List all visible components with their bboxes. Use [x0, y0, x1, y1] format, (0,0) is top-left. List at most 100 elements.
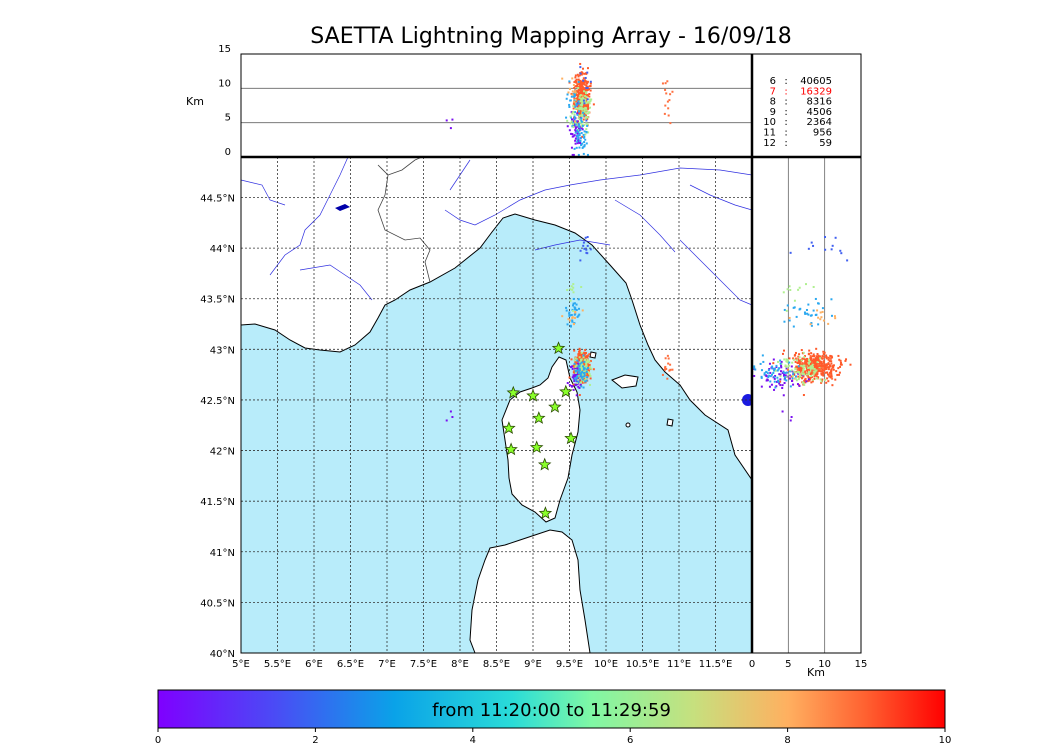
lightning-point-top [576, 138, 579, 141]
lightning-point-side [791, 374, 794, 377]
lightning-point-side [822, 350, 825, 353]
lightning-point-side [819, 360, 822, 363]
lightning-point-top [572, 92, 575, 95]
lightning-point-top [581, 82, 584, 85]
lightning-point [586, 236, 589, 239]
lightning-point-top [588, 95, 591, 98]
lightning-point [579, 379, 582, 382]
lake-1 [335, 204, 350, 211]
top-panel-y-tick-labels: 0 5 10 15 [218, 44, 231, 158]
lightning-point [581, 366, 584, 369]
lightning-point-side [772, 371, 775, 374]
lightning-point-side [831, 244, 834, 247]
lightning-point-top [589, 89, 592, 92]
lightning-point-side [826, 366, 829, 369]
lightning-point-side [795, 366, 798, 369]
lightning-point-side [804, 360, 807, 363]
lightning-point-top [578, 116, 581, 119]
map-x-tick-label: 8°E [451, 659, 469, 670]
lightning-point-top [588, 93, 591, 96]
lightning-point-side [827, 322, 830, 325]
station-number: 11 [763, 128, 776, 139]
lightning-point [579, 259, 582, 262]
lightning-point-side [830, 362, 833, 365]
lightning-point [585, 368, 588, 371]
lightning-point-side [790, 369, 793, 372]
map-x-tick-label: 6.5°E [337, 659, 364, 670]
map-x-tick-label: 9°E [524, 659, 542, 670]
lightning-point-top [576, 132, 579, 135]
map-y-tick-label: 40°N [210, 649, 235, 660]
lightning-point-top [586, 108, 589, 111]
lightning-point-top [584, 97, 587, 100]
map-y-tick-label: 42.5°N [200, 396, 235, 407]
lightning-point-side [771, 365, 774, 368]
lightning-point-top [568, 129, 571, 132]
station-star [506, 385, 521, 399]
lightning-point-top [580, 125, 583, 128]
lightning-point-side [822, 361, 825, 364]
lightning-point-side [801, 358, 804, 361]
lightning-point-top [583, 93, 586, 96]
lightning-point-top [566, 119, 569, 122]
lightning-point-top [571, 153, 574, 156]
lightning-point-side [798, 360, 801, 363]
lightning-point [569, 299, 572, 302]
lightning-point-top [587, 131, 590, 134]
lightning-point-top [665, 92, 668, 95]
side-x-tick-label: 10 [818, 659, 831, 670]
side-panel: 0 5 10 15 Km [749, 156, 867, 679]
lightning-point-side [793, 373, 796, 376]
lightning-point-side [821, 307, 824, 310]
lightning-point-side [833, 315, 836, 318]
lightning-point [572, 302, 575, 305]
lightning-point [574, 310, 577, 313]
lightning-point [568, 319, 571, 322]
lightning-point [579, 377, 582, 380]
lightning-point-side [799, 371, 802, 374]
lightning-point-side [785, 309, 788, 312]
lightning-point-side [772, 362, 775, 365]
lightning-point-side [832, 368, 835, 371]
lightning-point-side [820, 372, 823, 375]
lightning-point-top [574, 91, 577, 94]
lightning-point [586, 244, 589, 247]
lightning-point [576, 383, 579, 386]
map-y-tick-label: 44°N [210, 244, 235, 255]
lightning-point [576, 315, 579, 318]
station-count: 956 [813, 128, 832, 139]
lightning-point-top [577, 90, 580, 93]
lightning-point-side [798, 372, 801, 375]
lightning-point-top [581, 85, 584, 88]
lightning-point-side [766, 378, 769, 381]
lightning-point [577, 355, 580, 358]
lightning-point [574, 383, 577, 386]
lightning-point-side [802, 362, 805, 365]
lightning-point-top [574, 74, 577, 77]
lightning-point [577, 378, 580, 381]
lightning-point-side [824, 248, 827, 251]
lightning-point-side [801, 372, 804, 375]
lightning-point-side [827, 363, 830, 366]
lightning-point-side [785, 360, 788, 363]
lightning-point-top [590, 98, 593, 101]
lightning-point [573, 365, 576, 368]
lightning-point-top [583, 141, 586, 144]
lightning-point-top [574, 137, 577, 140]
lightning-point-top [586, 86, 589, 89]
lightning-point-top [585, 80, 588, 83]
lightning-point-top [581, 135, 584, 138]
lightning-point-side [840, 363, 843, 366]
top-panel-bg [241, 54, 752, 157]
lightning-point-side [809, 356, 812, 359]
lightning-point-side [795, 315, 798, 318]
lightning-point-side [753, 367, 756, 370]
lightning-point-top [584, 110, 587, 113]
lightning-point [579, 354, 582, 357]
lightning-point-side [809, 357, 812, 360]
lightning-point-side [762, 360, 765, 363]
lightning-point-side [819, 369, 822, 372]
land-montecristo [625, 422, 631, 428]
lightning-point [586, 370, 589, 373]
lightning-point-side [763, 372, 766, 375]
